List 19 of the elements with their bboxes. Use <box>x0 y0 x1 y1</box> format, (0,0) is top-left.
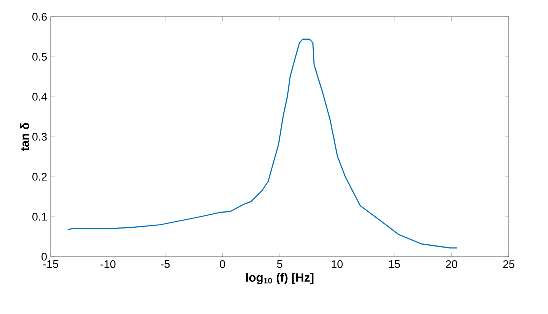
x-axis-title: log$_{10}$ (f) [Hz] <box>246 273 314 284</box>
x-tick-label: 10 <box>332 260 343 268</box>
y-tick-label: 0.6 <box>32 13 47 21</box>
y-tick-label: 0 <box>42 253 48 261</box>
line-series <box>68 38 458 249</box>
x-tick-label: 0 <box>220 260 226 268</box>
x-tick-label: -15 <box>44 260 58 268</box>
y-tick-label: 0.2 <box>32 173 47 181</box>
y-tick-label: 0.5 <box>32 53 47 61</box>
x-tick-label: 15 <box>389 260 400 268</box>
x-tick-label: 5 <box>277 260 283 268</box>
y-tick-label: 0.3 <box>32 133 47 141</box>
y-tick-label: 0.4 <box>32 93 48 101</box>
x-tick-label: -5 <box>161 260 170 268</box>
x-tick-label: 20 <box>446 260 458 268</box>
y-axis-title: tan δ <box>20 123 30 152</box>
x-tick-label: -10 <box>100 260 116 268</box>
y-tick-label: 0.1 <box>32 213 47 221</box>
x-tick-label: 25 <box>503 260 515 268</box>
